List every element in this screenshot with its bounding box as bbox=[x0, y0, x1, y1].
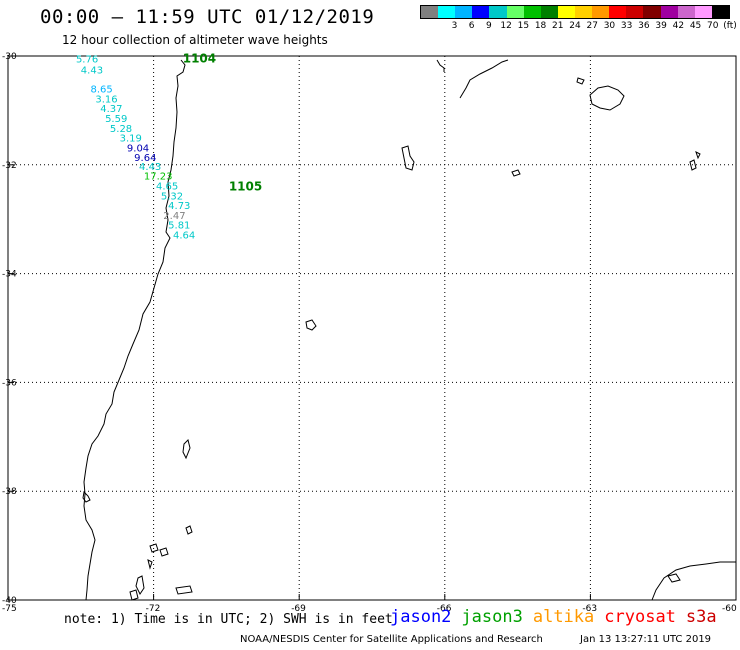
legend-label: 21 bbox=[552, 21, 564, 31]
satellite-cryosat: cryosat bbox=[604, 607, 676, 627]
credit-text: NOAA/NESDIS Center for Satellite Applica… bbox=[240, 634, 543, 645]
legend-swatch bbox=[421, 6, 439, 18]
map-frame bbox=[7, 55, 737, 601]
swh-value: 4.43 bbox=[139, 162, 161, 173]
swh-value: 4.37 bbox=[100, 104, 122, 115]
legend-label: 42 bbox=[672, 21, 685, 31]
lake-outline bbox=[589, 85, 625, 111]
satellite-altika: altika bbox=[532, 607, 595, 627]
lon-label: -60 bbox=[722, 604, 737, 614]
legend-label: 45 bbox=[689, 21, 702, 31]
chile-coast-islet bbox=[82, 490, 91, 503]
lon-label: -66 bbox=[437, 604, 452, 614]
salt-flat-3 bbox=[689, 151, 701, 171]
legend-label: 18 bbox=[534, 21, 547, 31]
argentina-coast-south bbox=[651, 561, 736, 601]
satellite-jason3: jason3 bbox=[461, 607, 523, 627]
pass-label: 1104 bbox=[183, 52, 216, 66]
legend-label: 6 bbox=[468, 21, 475, 31]
legend-label: 33 bbox=[620, 21, 633, 31]
swh-value: 5.32 bbox=[161, 191, 183, 202]
swh-value: 4.43 bbox=[81, 66, 103, 77]
lakes-south bbox=[129, 525, 193, 601]
legend-label: 24 bbox=[569, 21, 581, 31]
legend-swatch bbox=[592, 6, 610, 18]
swh-value: 4.65 bbox=[156, 181, 178, 192]
legend-label: 9 bbox=[486, 21, 492, 31]
swh-value: 4.64 bbox=[173, 230, 195, 241]
legend-swatch bbox=[455, 6, 473, 18]
legend-swatch bbox=[523, 6, 541, 18]
color-legend-bar bbox=[420, 5, 730, 19]
generation-timestamp: Jan 13 13:27:11 UTC 2019 bbox=[580, 634, 712, 645]
legend-swatch bbox=[540, 6, 558, 18]
swh-value: 2.47 bbox=[163, 211, 185, 222]
lon-label: -63 bbox=[582, 604, 597, 614]
legend-swatch bbox=[438, 6, 456, 18]
lon-label: -72 bbox=[146, 604, 161, 614]
satellite-legend: jason2 jason3 altika cryosat s3a bbox=[390, 607, 727, 627]
legend-swatch bbox=[643, 6, 661, 18]
footer-note: note: 1) Time is in UTC; 2) SWH is in fe… bbox=[64, 612, 393, 627]
legend-swatch bbox=[609, 6, 627, 18]
salt-flat-2 bbox=[511, 169, 521, 177]
reservoir-1 bbox=[182, 439, 191, 460]
salt-flat-1 bbox=[401, 145, 415, 171]
chile-coastline bbox=[83, 59, 186, 601]
map-title: 00:00 – 11:59 UTC 01/12/2019 bbox=[40, 6, 375, 28]
swh-value: 5.28 bbox=[110, 124, 132, 135]
swh-value: 9.64 bbox=[134, 153, 156, 164]
lake-central bbox=[305, 319, 317, 331]
legend-label: 15 bbox=[517, 21, 530, 31]
swh-readings: 5.764.438.653.164.375.595.283.199.049.64… bbox=[76, 55, 195, 242]
legend-swatch bbox=[557, 6, 575, 18]
lat-label: -32 bbox=[2, 161, 17, 171]
legend-swatch bbox=[711, 6, 729, 18]
satellite-jason2: jason2 bbox=[390, 607, 452, 627]
swh-value: 9.04 bbox=[127, 143, 149, 154]
swh-value: 3.16 bbox=[95, 94, 117, 105]
coastline bbox=[82, 59, 736, 601]
legend-swatch bbox=[506, 6, 524, 18]
legend-label: 27 bbox=[586, 21, 598, 31]
lon-label: -75 bbox=[2, 604, 17, 614]
legend-unit: (ft) bbox=[723, 21, 737, 31]
legend-swatch bbox=[660, 6, 678, 18]
legend-label: 12 bbox=[500, 21, 512, 31]
map-subtitle: 12 hour collection of altimeter wave hei… bbox=[62, 33, 328, 47]
legend-label: 3 bbox=[451, 21, 458, 31]
argentina-coast-north bbox=[436, 59, 509, 99]
lat-label: -38 bbox=[2, 487, 17, 497]
lat-label: -36 bbox=[2, 378, 17, 388]
color-legend-labels: 3 6 9 12 15 18 21 24 27 30 33 36 39 42 45 70 (ft) bbox=[420, 21, 737, 33]
legend-swatch bbox=[472, 6, 490, 18]
pass-labels: 1104 1105 bbox=[183, 52, 263, 194]
legend-swatch bbox=[489, 6, 507, 18]
swh-value: 5.59 bbox=[105, 114, 127, 125]
lon-label: -69 bbox=[291, 604, 306, 614]
legend-swatch bbox=[677, 6, 695, 18]
legend-label: 30 bbox=[603, 21, 616, 31]
satellite-s3a: s3a bbox=[685, 607, 717, 627]
legend-label: 70 bbox=[707, 21, 719, 31]
lake-small bbox=[576, 77, 585, 85]
swh-value: 4.73 bbox=[168, 201, 190, 212]
legend-label: 39 bbox=[655, 21, 667, 31]
graticule: -30 -32 -34 -36 -38 -40-75 -72 -69 -66 -63 -60 bbox=[2, 52, 737, 614]
legend-swatch bbox=[626, 6, 644, 18]
lat-label: -30 bbox=[2, 52, 17, 62]
swh-value: 5.81 bbox=[168, 221, 190, 232]
swh-value: 17.23 bbox=[144, 172, 173, 183]
lat-label: -34 bbox=[2, 270, 17, 280]
legend-swatch bbox=[574, 6, 593, 18]
swh-value: 3.19 bbox=[120, 134, 142, 145]
swh-value: 5.76 bbox=[76, 55, 98, 66]
swh-value: 8.65 bbox=[91, 85, 113, 96]
legend-swatch bbox=[694, 6, 712, 18]
pass-label: 1105 bbox=[229, 180, 262, 194]
legend-label: 36 bbox=[638, 21, 650, 31]
lat-label: -40 bbox=[2, 596, 17, 606]
